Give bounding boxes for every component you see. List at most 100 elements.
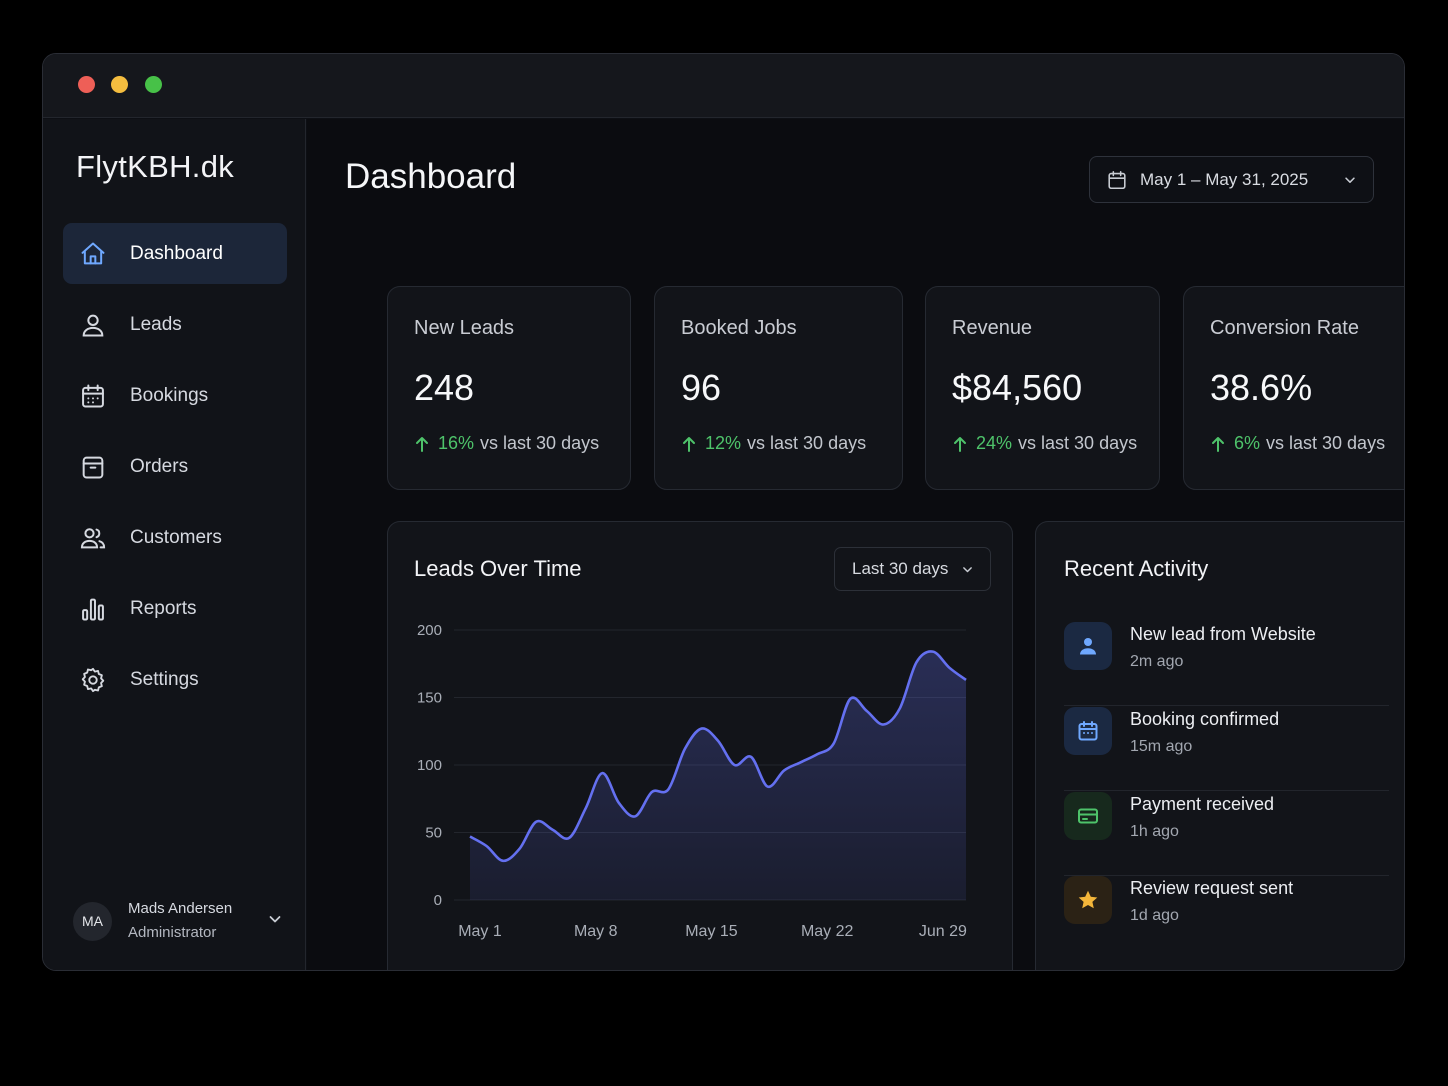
stat-label: Revenue: [952, 317, 1033, 339]
page-title: Dashboard: [345, 157, 517, 196]
brand-logo[interactable]: FlytKBH.dk: [76, 149, 235, 184]
user-name: Mads Andersen: [128, 900, 233, 917]
stat-value: 96: [681, 367, 722, 408]
recent-activity-card: Recent Activity New lead from Website 2m…: [1035, 521, 1404, 970]
arrow-up-icon: [954, 436, 966, 452]
activity-icon-wrap: [1064, 792, 1112, 840]
arrow-up-icon: [683, 436, 695, 452]
leads-over-time-card: 0 50 100 150 200 May 1 May 8 May 15 May 22 Jun 29…: [387, 521, 1013, 970]
bar-chart-icon: [79, 595, 107, 623]
user-menu[interactable]: MA Mads Andersen Administrator: [73, 899, 283, 943]
sidebar-nav: Dashboard Leads Bookings Orders: [63, 223, 287, 720]
stat-delta-text: vs last 30 days: [1266, 433, 1386, 453]
box-icon: [79, 453, 107, 481]
title-bar: [43, 54, 1404, 118]
y-tick-label: 0: [434, 892, 442, 909]
range-select[interactable]: Last 30 days: [834, 547, 991, 591]
calendar-icon: [1078, 721, 1098, 741]
x-tick-label: May 1: [458, 923, 502, 940]
arrow-up-icon: [416, 436, 428, 452]
date-range-value: May 1 – May 31, 2025: [1140, 169, 1309, 189]
stat-delta: 24% vs last 30 days: [952, 433, 1137, 454]
stat-delta-text: vs last 30 days: [747, 433, 867, 453]
arrow-up-icon: [1212, 436, 1224, 452]
main-content: Dashboard May 1 – May 31, 2025 New Leads…: [307, 119, 1404, 970]
chart-title: Leads Over Time: [414, 556, 582, 581]
x-tick-label: May 22: [801, 923, 854, 940]
activity-item[interactable]: New lead from Website 2m ago: [1064, 622, 1389, 706]
y-tick-label: 50: [425, 825, 442, 842]
stat-delta-text: vs last 30 days: [480, 433, 600, 453]
series-area: [470, 651, 966, 900]
activity-time: 1h ago: [1130, 823, 1179, 840]
activity-icon-wrap: [1064, 622, 1112, 670]
activity-title: Recent Activity: [1064, 556, 1209, 581]
credit-card-icon: [1078, 808, 1098, 824]
y-tick-label: 100: [417, 757, 442, 774]
stat-card-revenue: Revenue $84,560 24% vs last 30 days: [925, 286, 1160, 490]
sidebar-item-label: Customers: [130, 526, 222, 548]
sidebar-item-reports[interactable]: Reports: [63, 578, 287, 639]
calendar-icon: [79, 382, 107, 410]
activity-title-text: New lead from Website: [1130, 624, 1316, 644]
stat-label: Conversion Rate: [1210, 317, 1359, 339]
date-range-picker[interactable]: May 1 – May 31, 2025: [1089, 156, 1374, 203]
sidebar-item-settings[interactable]: Settings: [63, 649, 287, 710]
stat-card-conversion-rate: Conversion Rate 38.6% 6% vs last 30 days: [1183, 286, 1404, 490]
stat-delta-text: vs last 30 days: [1018, 433, 1138, 453]
stat-value: $84,560: [952, 367, 1083, 408]
chevron-down-icon: [1345, 177, 1355, 183]
stat-card-booked-jobs: Booked Jobs 96 12% vs last 30 days: [654, 286, 903, 490]
chevron-down-icon: [963, 567, 972, 573]
activity-title-text: Review request sent: [1130, 878, 1294, 898]
x-tick-label: May 15: [685, 923, 738, 940]
activity-item[interactable]: Payment received 1h ago: [1064, 792, 1389, 876]
y-tick-label: 150: [417, 690, 442, 707]
stat-delta: 6% vs last 30 days: [1210, 433, 1385, 454]
x-tick-label: Jun 29: [919, 923, 967, 940]
activity-time: 15m ago: [1130, 738, 1193, 755]
users-icon: [79, 524, 107, 552]
sidebar-item-orders[interactable]: Orders: [63, 436, 287, 497]
star-icon: [1078, 890, 1098, 909]
stat-value: 38.6%: [1210, 367, 1313, 408]
activity-time: 2m ago: [1130, 653, 1184, 670]
leads-chart: 0 50 100 150 200 May 1 May 8 May 15 May 22 Jun 29: [417, 622, 967, 940]
activity-item[interactable]: Booking confirmed 15m ago: [1064, 707, 1389, 791]
range-select-value: Last 30 days: [852, 559, 949, 578]
stat-delta-percent: 12%: [705, 433, 742, 453]
stat-value: 248: [414, 367, 475, 408]
user-icon: [1080, 638, 1096, 655]
sidebar-item-label: Orders: [130, 455, 189, 477]
stat-delta: 16% vs last 30 days: [414, 433, 599, 454]
user-icon: [79, 311, 107, 339]
stat-label: Booked Jobs: [681, 317, 797, 339]
gear-icon: [79, 666, 107, 694]
stat-delta: 12% vs last 30 days: [681, 433, 866, 454]
activity-title-text: Booking confirmed: [1130, 709, 1280, 729]
sidebar-item-label: Bookings: [130, 384, 209, 406]
stat-label: New Leads: [414, 317, 515, 339]
home-icon: [79, 240, 107, 268]
activity-icon-wrap: [1064, 707, 1112, 755]
x-tick-label: May 8: [574, 923, 618, 940]
activity-title-text: Payment received: [1130, 794, 1275, 814]
sidebar-item-label: Leads: [130, 313, 182, 335]
sidebar-item-dashboard[interactable]: Dashboard: [63, 223, 287, 284]
sidebar-item-label: Dashboard: [130, 242, 223, 264]
sidebar-item-leads[interactable]: Leads: [63, 294, 287, 355]
activity-item[interactable]: Review request sent 1d ago: [1064, 876, 1389, 960]
series-line: [469, 650, 967, 863]
activity-icon-wrap: [1064, 876, 1112, 924]
stat-card-new-leads: New Leads 248 16% vs last 30 days: [387, 286, 631, 490]
activity-time: 1d ago: [1130, 907, 1179, 924]
close-window-button[interactable]: [78, 76, 95, 93]
y-tick-label: 200: [417, 622, 442, 639]
stat-delta-percent: 16%: [438, 433, 475, 453]
sidebar-item-bookings[interactable]: Bookings: [63, 365, 287, 426]
minimize-window-button[interactable]: [111, 76, 128, 93]
sidebar-item-customers[interactable]: Customers: [63, 507, 287, 568]
sidebar: FlytKBH.dk Dashboard Leads Bookings: [43, 119, 306, 970]
avatar: MA: [73, 901, 112, 941]
maximize-window-button[interactable]: [145, 76, 162, 93]
